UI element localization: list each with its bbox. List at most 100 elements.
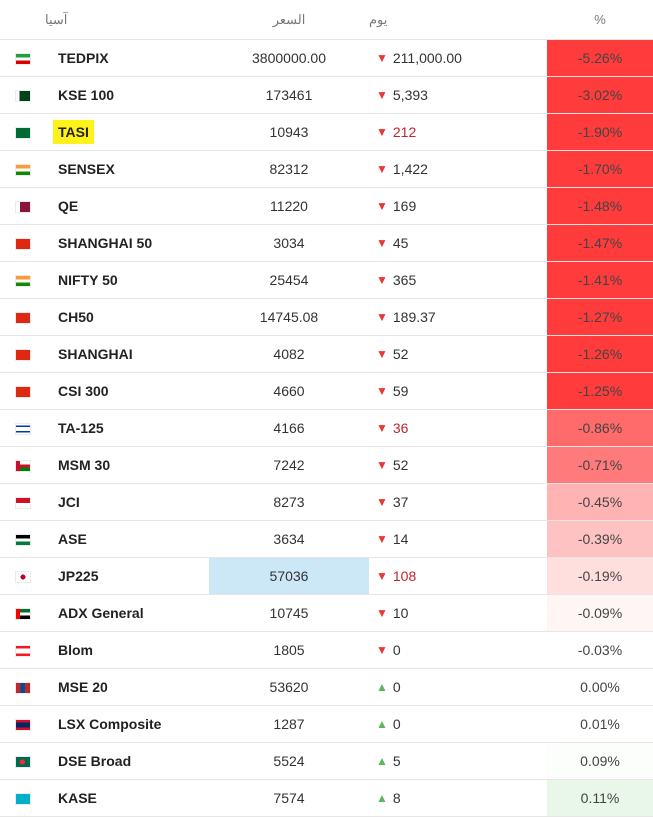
index-name-link[interactable]: QE bbox=[58, 198, 79, 214]
index-name-link[interactable]: SHANGHAI bbox=[58, 346, 133, 362]
table-row[interactable]: SHANGHAI 4082 ▼ 52 -1.26% bbox=[0, 335, 653, 373]
day-change-cell: ▼ 37 bbox=[369, 483, 547, 521]
index-name-cell[interactable]: ADX General bbox=[45, 594, 209, 632]
index-name-cell[interactable]: TEDPIX bbox=[45, 39, 209, 77]
index-name-link[interactable]: JCI bbox=[58, 494, 80, 510]
day-change-cell: ▲ 8 bbox=[369, 779, 547, 817]
day-change-value: 0 bbox=[392, 679, 401, 695]
table-row[interactable]: CH50 14745.08 ▼ 189.37 -1.27% bbox=[0, 298, 653, 336]
index-name-link[interactable]: TEDPIX bbox=[58, 50, 109, 66]
flag-cell bbox=[0, 483, 45, 521]
percent-change-cell: -3.02% bbox=[547, 76, 653, 114]
up-arrow-icon: ▲ bbox=[376, 791, 388, 805]
table-row[interactable]: TASI 10943 ▼ 212 -1.90% bbox=[0, 113, 653, 151]
table-row[interactable]: KASE 7574 ▲ 8 0.11% bbox=[0, 779, 653, 817]
table-row[interactable]: DSE Broad 5524 ▲ 5 0.09% bbox=[0, 742, 653, 780]
index-name-link[interactable]: KASE bbox=[58, 790, 97, 806]
index-name-link[interactable]: Blom bbox=[58, 642, 93, 658]
index-name-cell[interactable]: TA-125 bbox=[45, 409, 209, 447]
index-name-cell[interactable]: QE bbox=[45, 187, 209, 225]
down-arrow-icon: ▼ bbox=[376, 643, 388, 657]
index-name-cell[interactable]: KASE bbox=[45, 779, 209, 817]
day-change-value: 5,393 bbox=[392, 87, 428, 103]
table-row[interactable]: Blom 1805 ▼ 0 -0.03% bbox=[0, 631, 653, 669]
price-cell: 3800000.00 bbox=[209, 39, 369, 77]
price-cell: 4082 bbox=[209, 335, 369, 373]
index-name-cell[interactable]: DSE Broad bbox=[45, 742, 209, 780]
day-change-value: 189.37 bbox=[392, 309, 436, 325]
index-name-link[interactable]: KSE 100 bbox=[58, 87, 115, 103]
table-row[interactable]: SENSEX 82312 ▼ 1,422 -1.70% bbox=[0, 150, 653, 188]
index-name-cell[interactable]: SHANGHAI bbox=[45, 335, 209, 373]
index-name-cell[interactable]: JCI bbox=[45, 483, 209, 521]
index-name-link[interactable]: LSX Composite bbox=[58, 716, 162, 732]
index-name-cell[interactable]: SENSEX bbox=[45, 150, 209, 188]
table-row[interactable]: JP225 57036 ▼ 108 -0.19% bbox=[0, 557, 653, 595]
percent-change-cell: -5.26% bbox=[547, 39, 653, 77]
down-arrow-icon: ▼ bbox=[376, 458, 388, 472]
down-arrow-icon: ▼ bbox=[376, 606, 388, 620]
mongolia-flag-icon bbox=[15, 683, 30, 694]
down-arrow-icon: ▼ bbox=[376, 199, 388, 213]
index-name-link[interactable]: MSE 20 bbox=[58, 679, 108, 695]
index-name-link[interactable]: TA-125 bbox=[58, 420, 104, 436]
header-price[interactable]: السعر bbox=[209, 0, 369, 40]
price-cell: 14745.08 bbox=[209, 298, 369, 336]
down-arrow-icon: ▼ bbox=[376, 569, 388, 583]
percent-change-cell: -0.71% bbox=[547, 446, 653, 484]
header-percent[interactable]: % bbox=[547, 0, 653, 40]
table-row[interactable]: MSE 20 53620 ▲ 0 0.00% bbox=[0, 668, 653, 706]
index-name-link[interactable]: JP225 bbox=[58, 568, 99, 584]
index-name-cell[interactable]: KSE 100 bbox=[45, 76, 209, 114]
index-name-cell[interactable]: LSX Composite bbox=[45, 705, 209, 743]
index-name-cell[interactable]: TASI bbox=[45, 113, 209, 151]
index-name-cell[interactable]: NIFTY 50 bbox=[45, 261, 209, 299]
india-flag-icon bbox=[15, 165, 30, 176]
index-name-link[interactable]: CH50 bbox=[58, 309, 94, 325]
bangladesh-flag-icon bbox=[15, 757, 30, 768]
table-row[interactable]: MSM 30 7242 ▼ 52 -0.71% bbox=[0, 446, 653, 484]
flag-cell bbox=[0, 557, 45, 595]
down-arrow-icon: ▼ bbox=[376, 347, 388, 361]
index-name-link[interactable]: SHANGHAI 50 bbox=[58, 235, 153, 251]
index-name-link[interactable]: CSI 300 bbox=[58, 383, 109, 399]
table-row[interactable]: LSX Composite 1287 ▲ 0 0.01% bbox=[0, 705, 653, 743]
index-name-link[interactable]: NIFTY 50 bbox=[58, 272, 118, 288]
index-name-link[interactable]: DSE Broad bbox=[58, 753, 132, 769]
index-name-cell[interactable]: ASE bbox=[45, 520, 209, 558]
flag-cell bbox=[0, 520, 45, 558]
index-name-cell[interactable]: MSE 20 bbox=[45, 668, 209, 706]
index-name-cell[interactable]: JP225 bbox=[45, 557, 209, 595]
index-name-cell[interactable]: CSI 300 bbox=[45, 372, 209, 410]
day-change-value: 1,422 bbox=[392, 161, 428, 177]
down-arrow-icon: ▼ bbox=[376, 532, 388, 546]
table-row[interactable]: KSE 100 173461 ▼ 5,393 -3.02% bbox=[0, 76, 653, 114]
index-name-link[interactable]: SENSEX bbox=[58, 161, 115, 177]
table-row[interactable]: JCI 8273 ▼ 37 -0.45% bbox=[0, 483, 653, 521]
table-row[interactable]: CSI 300 4660 ▼ 59 -1.25% bbox=[0, 372, 653, 410]
table-row[interactable]: TA-125 4166 ▼ 36 -0.86% bbox=[0, 409, 653, 447]
price-cell: 3034 bbox=[209, 224, 369, 262]
index-name-link[interactable]: ASE bbox=[58, 531, 87, 547]
table-row[interactable]: TEDPIX 3800000.00 ▼ 211,000.00 -5.26% bbox=[0, 39, 653, 77]
index-name-cell[interactable]: Blom bbox=[45, 631, 209, 669]
header-name[interactable]: آسيا bbox=[45, 0, 209, 40]
table-row[interactable]: ADX General 10745 ▼ 10 -0.09% bbox=[0, 594, 653, 632]
down-arrow-icon: ▼ bbox=[376, 236, 388, 250]
day-change-cell: ▼ 10 bbox=[369, 594, 547, 632]
table-row[interactable]: QE 11220 ▼ 169 -1.48% bbox=[0, 187, 653, 225]
down-arrow-icon: ▼ bbox=[376, 421, 388, 435]
day-change-value: 52 bbox=[392, 457, 409, 473]
flag-cell bbox=[0, 39, 45, 77]
table-row[interactable]: SHANGHAI 50 3034 ▼ 45 -1.47% bbox=[0, 224, 653, 262]
index-name-link[interactable]: MSM 30 bbox=[58, 457, 111, 473]
percent-change-cell: -1.48% bbox=[547, 187, 653, 225]
table-row[interactable]: ASE 3634 ▼ 14 -0.39% bbox=[0, 520, 653, 558]
index-name-cell[interactable]: CH50 bbox=[45, 298, 209, 336]
index-name-cell[interactable]: MSM 30 bbox=[45, 446, 209, 484]
index-name-link[interactable]: TASI bbox=[53, 120, 94, 144]
header-change[interactable]: يوم bbox=[369, 0, 547, 40]
index-name-link[interactable]: ADX General bbox=[58, 605, 144, 621]
index-name-cell[interactable]: SHANGHAI 50 bbox=[45, 224, 209, 262]
table-row[interactable]: NIFTY 50 25454 ▼ 365 -1.41% bbox=[0, 261, 653, 299]
